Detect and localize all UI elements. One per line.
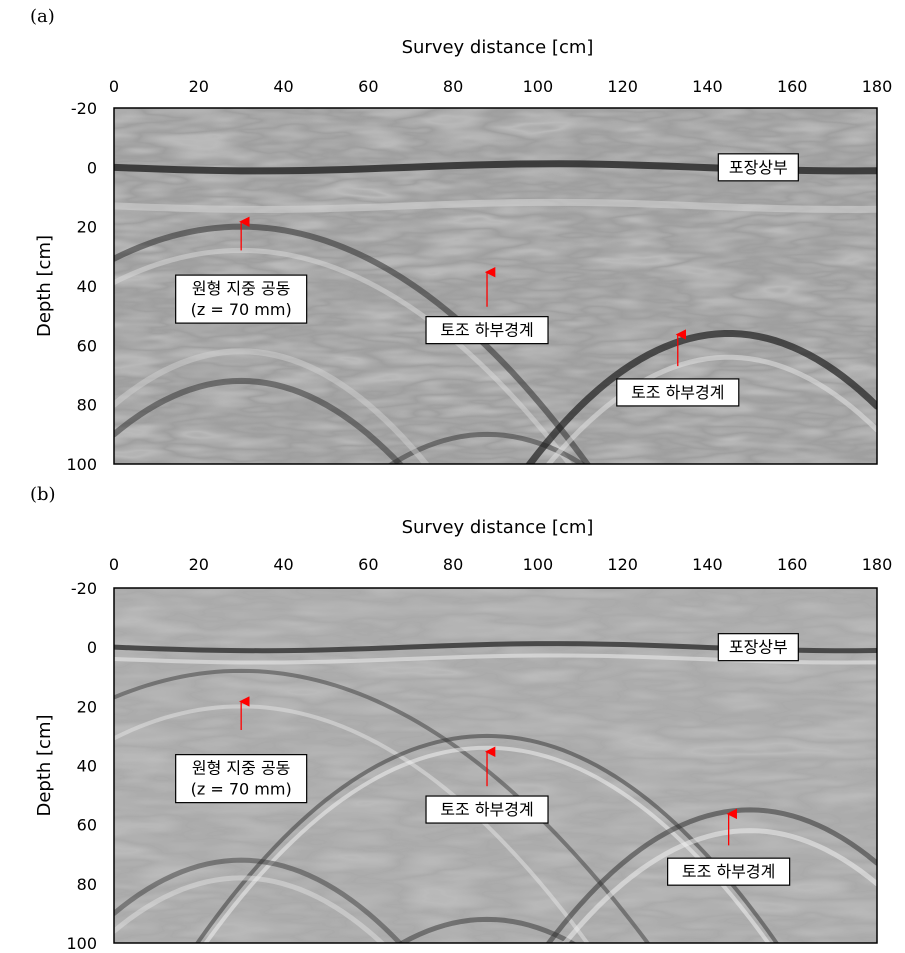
y-axis-title: Depth [cm] xyxy=(34,235,55,337)
y-tick-label: 60 xyxy=(77,816,97,835)
gpr-panel-a: (a) Survey distance [cm] Depth [cm] 0 20 40 60… xyxy=(30,6,893,474)
y-tick-label: 100 xyxy=(66,455,97,474)
x-tick-label: 160 xyxy=(777,77,808,96)
x-tick-label: 80 xyxy=(443,77,463,96)
y-tick-label: 20 xyxy=(77,218,97,237)
reflection-curve xyxy=(114,247,573,464)
annotation: 원형 지중 공동 (z = 70 mm) xyxy=(175,216,308,324)
annotation-box xyxy=(717,153,799,182)
plot-frame xyxy=(113,107,878,465)
x-tick-label: 180 xyxy=(862,77,893,96)
y-tick-label: -20 xyxy=(71,99,97,118)
reflection-curve xyxy=(114,377,404,464)
y-tick-label: 20 xyxy=(77,697,97,716)
x-tick-label: 60 xyxy=(358,77,378,96)
reflection-curve xyxy=(397,916,577,943)
reflection-curve xyxy=(114,704,590,943)
x-tick-label: 40 xyxy=(273,555,293,574)
annotation-box xyxy=(425,795,549,824)
annotation-text: 원형 지중 공동 xyxy=(192,759,291,778)
y-tick-label: 40 xyxy=(77,757,97,776)
plot-frame xyxy=(113,587,878,944)
x-axis-title: Survey distance [cm] xyxy=(402,37,594,58)
panel-label: (b) xyxy=(30,484,56,505)
annotation: 토조 하부경계 xyxy=(425,746,549,824)
y-tick-label: 0 xyxy=(87,158,97,177)
reflection-curve xyxy=(114,875,386,943)
x-tick-label: 120 xyxy=(607,555,638,574)
annotation-text: 포장상부 xyxy=(729,158,788,177)
annotation-text: 토조 하부경계 xyxy=(631,383,724,402)
reflection-curve xyxy=(545,807,877,943)
reflection-curve xyxy=(114,668,651,943)
annotation-box xyxy=(425,316,549,345)
annotation-box xyxy=(667,857,791,886)
y-tick-label: 80 xyxy=(77,875,97,894)
annotation-text: (z = 70 mm) xyxy=(191,300,292,319)
annotation: 포장상부 xyxy=(717,153,799,182)
reflection-curve xyxy=(114,223,591,464)
x-tick-label: 0 xyxy=(109,555,119,574)
reflection-curve xyxy=(114,348,430,464)
annotation-box xyxy=(616,378,740,407)
annotation-text: 원형 지중 공동 xyxy=(192,279,291,298)
annotation: 토조 하부경계 xyxy=(616,329,740,407)
annotation-text: 포장상부 xyxy=(729,638,788,657)
annotation-text: 토조 하부경계 xyxy=(682,862,775,881)
x-tick-label: 40 xyxy=(273,77,293,96)
reflection-curve xyxy=(525,330,877,464)
x-tick-label: 180 xyxy=(862,555,893,574)
reflection-curve xyxy=(545,354,877,464)
reflection-curve xyxy=(195,733,780,943)
panel-label: (a) xyxy=(30,6,55,27)
y-tick-label: 100 xyxy=(66,934,97,953)
x-tick-label: 140 xyxy=(692,77,723,96)
annotation: 토조 하부경계 xyxy=(425,267,549,345)
annotation: 원형 지중 공동 (z = 70 mm) xyxy=(175,696,308,804)
x-tick-label: 80 xyxy=(443,555,463,574)
x-tick-label: 120 xyxy=(607,77,638,96)
annotation: 토조 하부경계 xyxy=(667,808,791,886)
reflection-curve xyxy=(114,198,877,213)
x-tick-label: 20 xyxy=(189,555,209,574)
annotation-box xyxy=(175,754,308,804)
reflection-curve xyxy=(114,857,404,943)
y-tick-label: 60 xyxy=(77,336,97,355)
x-tick-label: 100 xyxy=(523,77,554,96)
y-tick-label: -20 xyxy=(71,579,97,598)
x-tick-label: 60 xyxy=(358,555,378,574)
gpr-panel-b: (b) Survey distance [cm] Depth [cm] 0 20 40 60… xyxy=(30,484,892,953)
x-tick-label: 140 xyxy=(692,555,723,574)
annotation-box xyxy=(717,633,799,662)
reflection-curve xyxy=(561,828,877,943)
y-axis-title: Depth [cm] xyxy=(34,714,55,816)
annotation: 포장상부 xyxy=(717,633,799,662)
y-tick-label: 0 xyxy=(87,638,97,657)
reflection-curve xyxy=(387,431,587,464)
annotation-text: (z = 70 mm) xyxy=(191,780,292,799)
x-axis-title: Survey distance [cm] xyxy=(402,517,594,538)
annotation-text: 토조 하부경계 xyxy=(440,321,533,340)
x-tick-label: 0 xyxy=(109,77,119,96)
annotation-box xyxy=(175,274,308,324)
annotation-text: 토조 하부경계 xyxy=(440,800,533,819)
x-tick-label: 160 xyxy=(777,555,808,574)
x-tick-label: 20 xyxy=(189,77,209,96)
y-tick-label: 40 xyxy=(77,277,97,296)
y-tick-label: 80 xyxy=(77,396,97,415)
x-tick-label: 100 xyxy=(523,555,554,574)
